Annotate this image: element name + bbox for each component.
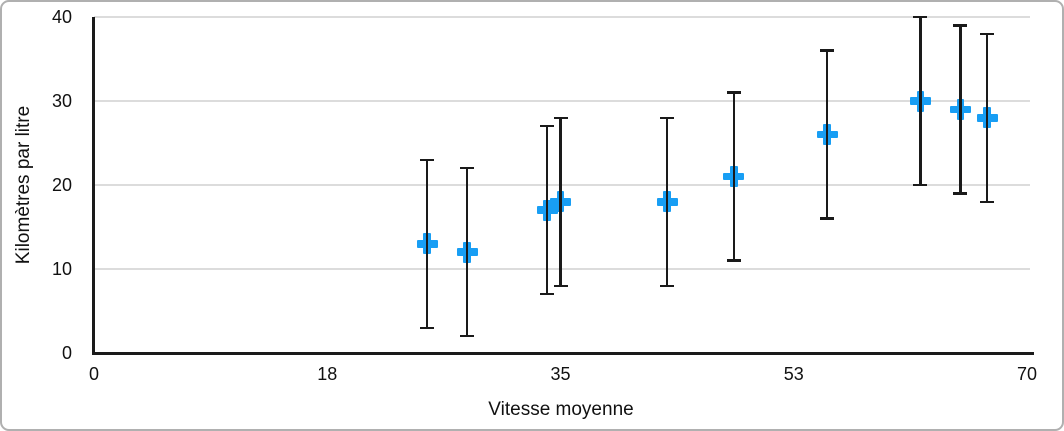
error-bar-stem bbox=[825, 50, 829, 219]
error-bar-cap-bottom bbox=[953, 192, 968, 195]
x-axis-title: Vitesse moyenne bbox=[488, 399, 634, 420]
error-bar-cap-top bbox=[913, 15, 928, 19]
error-bar-stem bbox=[545, 126, 549, 295]
y-tick-label: 10 bbox=[51, 259, 72, 279]
error-bar-stem bbox=[732, 92, 736, 261]
x-tick-label: 70 bbox=[1016, 364, 1038, 384]
error-bar-cap-bottom bbox=[913, 183, 928, 187]
error-bar-cap-bottom bbox=[660, 284, 675, 288]
x-axis-line bbox=[92, 351, 1034, 355]
error-bar-cap-top bbox=[553, 116, 568, 120]
error-bar-stem bbox=[665, 117, 669, 286]
error-bar-cap-top bbox=[420, 158, 435, 162]
y-tick-label: 40 bbox=[51, 7, 72, 27]
x-tick-label: 53 bbox=[783, 364, 804, 384]
y-tick-label: 0 bbox=[61, 343, 72, 363]
error-bar-cap-top bbox=[660, 116, 675, 120]
error-bar-cap-top bbox=[726, 91, 741, 94]
y-tick-label: 30 bbox=[51, 91, 72, 111]
error-bar-stem bbox=[465, 168, 469, 337]
error-bar-cap-top bbox=[540, 124, 555, 128]
error-bar-cap-top bbox=[460, 166, 475, 170]
y-gridline bbox=[94, 268, 1030, 270]
y-gridline bbox=[94, 16, 1030, 18]
error-bar-cap-bottom bbox=[540, 292, 555, 296]
error-bar-cap-bottom bbox=[460, 334, 475, 338]
error-bar-cap-bottom bbox=[820, 217, 835, 220]
error-bar-stem bbox=[559, 117, 562, 286]
error-bar-stem bbox=[919, 17, 922, 185]
error-bar-cap-top bbox=[820, 49, 835, 52]
error-bar-cap-bottom bbox=[553, 284, 568, 288]
y-gridline bbox=[94, 100, 1030, 102]
error-bar-cap-bottom bbox=[420, 326, 435, 330]
y-axis-line bbox=[92, 17, 95, 355]
error-bar-cap-top bbox=[953, 24, 968, 27]
error-bar-cap-bottom bbox=[726, 259, 741, 262]
error-bar-stem bbox=[985, 33, 989, 202]
y-tick-label: 20 bbox=[51, 175, 72, 195]
y-gridline bbox=[94, 184, 1030, 186]
x-tick-label: 35 bbox=[550, 364, 571, 384]
error-bar-stem bbox=[425, 159, 429, 328]
error-bar-cap-top bbox=[980, 32, 994, 36]
x-tick-label: 18 bbox=[317, 364, 338, 384]
error-bar-stem bbox=[959, 25, 962, 194]
error-bar-cap-bottom bbox=[980, 200, 994, 204]
x-tick-label: 0 bbox=[88, 364, 99, 384]
